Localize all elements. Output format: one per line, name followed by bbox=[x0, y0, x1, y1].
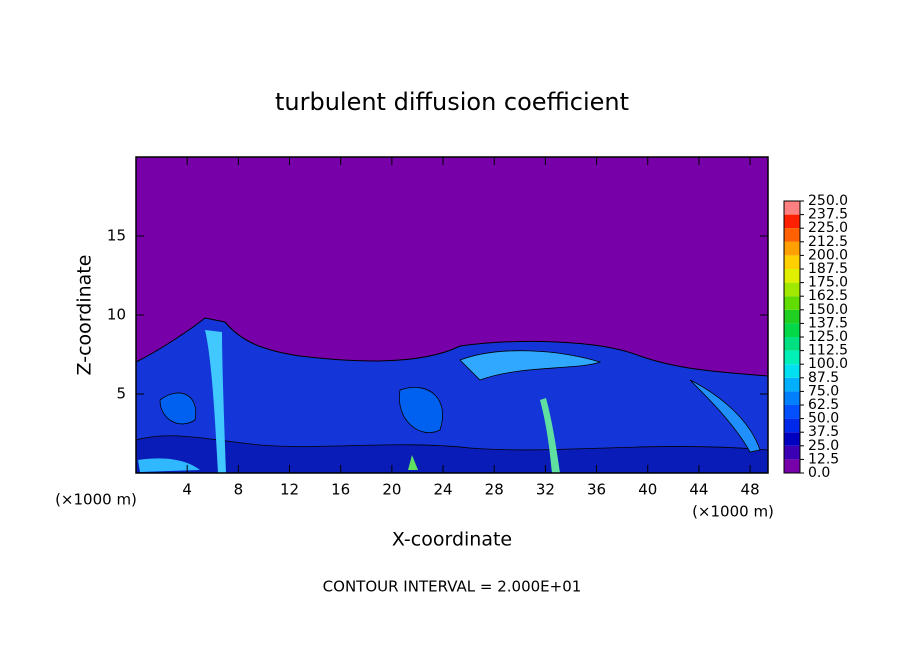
colorbar-band bbox=[784, 255, 800, 269]
field-region bbox=[135, 317, 769, 474]
colorbar-band bbox=[784, 201, 800, 215]
footer: CONTOUR INTERVAL = 2.000E+01 bbox=[323, 578, 582, 596]
colorbar-label: 0.0 bbox=[808, 465, 830, 481]
colorbar-label: 150.0 bbox=[808, 302, 848, 318]
field-region bbox=[689, 379, 761, 453]
colorbar-label: 175.0 bbox=[808, 275, 848, 291]
x-tick-label: 44 bbox=[689, 481, 708, 499]
y-axis-label: Z-coordinate bbox=[74, 255, 96, 376]
colorbar-label: 87.5 bbox=[808, 370, 839, 386]
y-tick-label: 10 bbox=[107, 306, 126, 324]
colorbar-band bbox=[784, 377, 800, 392]
colorbar-label: 200.0 bbox=[808, 247, 848, 263]
colorbar-band bbox=[784, 405, 800, 419]
field-region bbox=[159, 392, 197, 425]
x-tick-label: 8 bbox=[234, 481, 244, 499]
colorbar-band bbox=[784, 418, 800, 433]
colorbar-label: 237.5 bbox=[808, 207, 848, 223]
colorbar-label: 75.0 bbox=[808, 383, 839, 399]
x-tick-label: 4 bbox=[182, 481, 192, 499]
colorbar-band bbox=[784, 309, 800, 324]
field-region bbox=[135, 435, 769, 474]
colorbar-band bbox=[784, 350, 800, 365]
field-region bbox=[540, 398, 560, 473]
colorbar-label: 125.0 bbox=[808, 329, 848, 345]
colorbar-label: 25.0 bbox=[808, 438, 839, 454]
x-axis-unit: (×1000 m) bbox=[692, 503, 774, 521]
x-tick-label: 40 bbox=[638, 481, 657, 499]
field-region bbox=[205, 330, 226, 473]
y-tick-label: 5 bbox=[116, 385, 126, 403]
colorbar-label: 212.5 bbox=[808, 234, 848, 250]
y-axis-unit: (×1000 m) bbox=[55, 491, 137, 509]
field-region bbox=[408, 455, 418, 470]
x-tick-label: 32 bbox=[536, 481, 555, 499]
colorbar-band bbox=[784, 337, 800, 351]
colorbar-band bbox=[784, 391, 800, 405]
colorbar-band bbox=[784, 241, 800, 256]
colorbar-label: 100.0 bbox=[808, 356, 848, 372]
x-tick-label: 36 bbox=[587, 481, 606, 499]
x-tick-label: 48 bbox=[741, 481, 760, 499]
x-tick-label: 20 bbox=[382, 481, 401, 499]
x-tick-label: 16 bbox=[331, 481, 350, 499]
colorbar-label: 37.5 bbox=[808, 424, 839, 440]
x-tick-label: 24 bbox=[433, 481, 452, 499]
contour-field bbox=[135, 157, 769, 474]
x-axis-label: X-coordinate bbox=[392, 529, 512, 551]
colorbar-label: 62.5 bbox=[808, 397, 839, 413]
x-tick-label: 28 bbox=[485, 481, 504, 499]
y-tick-label: 15 bbox=[107, 227, 126, 245]
colorbar-band bbox=[784, 269, 800, 283]
colorbar-band bbox=[784, 282, 800, 297]
chart-title: turbulent diffusion coefficient bbox=[275, 88, 629, 116]
x-tick-label: 12 bbox=[280, 481, 299, 499]
colorbar-label: 225.0 bbox=[808, 220, 848, 236]
colorbar-band bbox=[784, 445, 800, 460]
colorbar-label: 112.5 bbox=[808, 343, 848, 359]
colorbar-label: 250.0 bbox=[808, 193, 848, 209]
field-region bbox=[138, 458, 200, 472]
colorbar-label: 50.0 bbox=[808, 411, 839, 427]
colorbar-label: 162.5 bbox=[808, 288, 848, 304]
colorbar-band bbox=[784, 432, 800, 446]
colorbar-band bbox=[784, 296, 800, 310]
colorbar-band bbox=[784, 364, 800, 378]
colorbar-band bbox=[784, 459, 800, 473]
field-region bbox=[459, 350, 602, 381]
colorbar-label: 12.5 bbox=[808, 451, 839, 467]
colorbar-label: 187.5 bbox=[808, 261, 848, 277]
colorbar-band bbox=[784, 228, 800, 242]
colorbar-label: 137.5 bbox=[808, 315, 848, 331]
colorbar-band bbox=[784, 214, 800, 229]
field-region bbox=[398, 387, 443, 433]
colorbar-band bbox=[784, 323, 800, 337]
